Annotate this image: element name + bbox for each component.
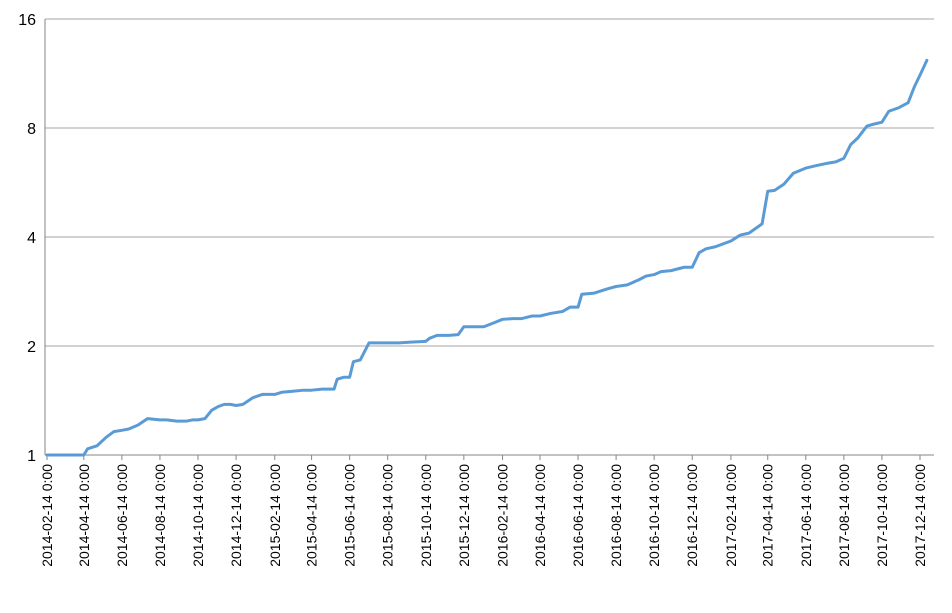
x-tick-label: 2017-06-14 0:00 bbox=[798, 464, 814, 567]
y-tick-label: 16 bbox=[18, 12, 36, 29]
x-tick-label: 2017-08-14 0:00 bbox=[836, 464, 852, 567]
x-tick-label: 2016-10-14 0:00 bbox=[646, 464, 662, 567]
x-tick-label: 2016-06-14 0:00 bbox=[570, 464, 586, 567]
x-tick-label: 2017-10-14 0:00 bbox=[874, 464, 890, 567]
x-tick-label: 2015-04-14 0:00 bbox=[304, 464, 320, 567]
x-tick-label: 2017-04-14 0:00 bbox=[760, 464, 776, 567]
x-tick-label: 2016-02-14 0:00 bbox=[495, 464, 511, 567]
x-tick-label: 2014-10-14 0:00 bbox=[190, 464, 206, 567]
x-tick-label: 2016-08-14 0:00 bbox=[608, 464, 624, 567]
x-tick-label: 2015-10-14 0:00 bbox=[418, 464, 434, 567]
gridlines bbox=[45, 18, 934, 347]
x-tick-label: 2014-02-14 0:00 bbox=[39, 464, 55, 567]
x-tick-label: 2015-02-14 0:00 bbox=[267, 464, 283, 567]
y-tick-label: 1 bbox=[27, 448, 36, 465]
y-tick-label: 8 bbox=[27, 121, 36, 138]
x-tick-label: 2016-12-14 0:00 bbox=[684, 464, 700, 567]
y-axis: 1 2 4 8 16 bbox=[18, 12, 36, 465]
x-tick-label: 2014-12-14 0:00 bbox=[228, 464, 244, 567]
x-tick-label: 2014-06-14 0:00 bbox=[114, 464, 130, 567]
x-tick-label: 2017-12-14 0:00 bbox=[912, 464, 928, 567]
x-tick-label: 2014-08-14 0:00 bbox=[152, 464, 168, 567]
x-tick-label: 2016-04-14 0:00 bbox=[532, 464, 548, 567]
x-tick-label: 2015-08-14 0:00 bbox=[380, 464, 396, 567]
x-tick-label: 2014-04-14 0:00 bbox=[76, 464, 92, 567]
y-tick-label: 2 bbox=[27, 339, 36, 356]
x-tick-label: 2015-12-14 0:00 bbox=[456, 464, 472, 567]
x-tick-label: 2017-02-14 0:00 bbox=[723, 464, 739, 567]
series-line bbox=[45, 58, 929, 457]
x-tick-label: 2015-06-14 0:00 bbox=[342, 464, 358, 567]
x-axis: 2014-02-14 0:00 2014-04-14 0:00 2014-06-14… bbox=[39, 455, 928, 567]
y-tick-label: 4 bbox=[27, 230, 36, 247]
